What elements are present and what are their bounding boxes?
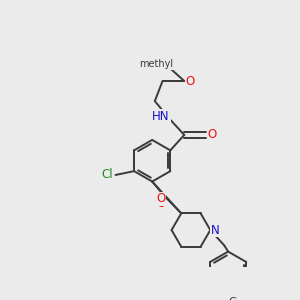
Text: Cl: Cl — [101, 169, 113, 182]
Text: HN: HN — [152, 110, 170, 123]
Text: C: C — [228, 297, 236, 300]
Text: methyl: methyl — [161, 64, 166, 66]
Text: N: N — [211, 224, 219, 236]
Text: O: O — [156, 196, 165, 210]
Text: O: O — [156, 193, 165, 206]
Text: methyl: methyl — [139, 59, 173, 69]
Text: O: O — [186, 74, 195, 88]
Text: O: O — [208, 128, 217, 141]
